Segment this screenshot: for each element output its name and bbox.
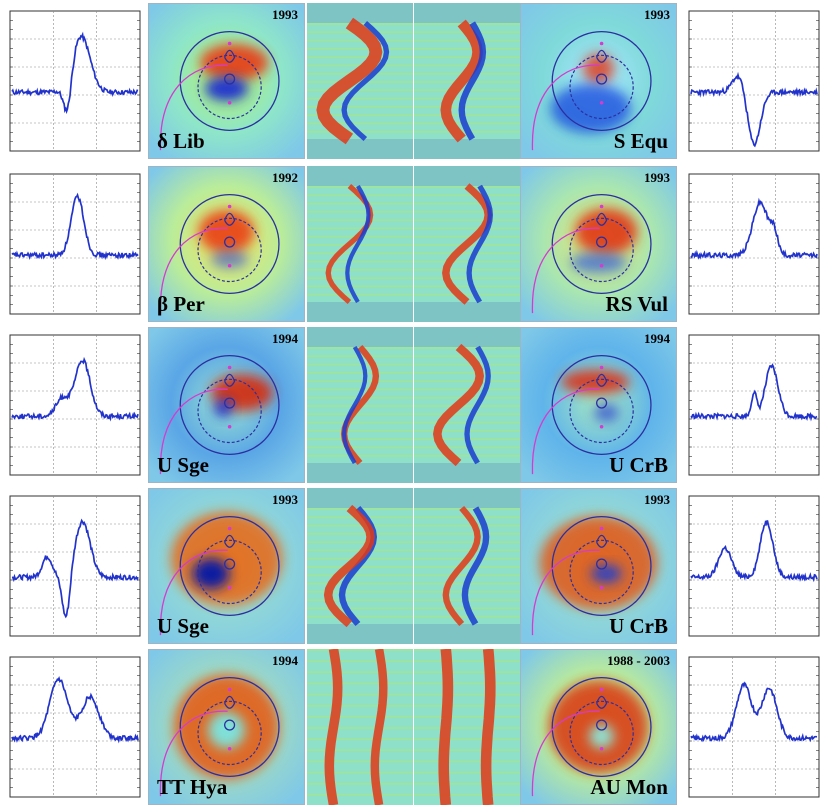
right-doppler-map-2: 1993 RS Vul [520,166,677,322]
right-profile-plot-2 [688,173,820,315]
right-doppler-map-5: 1988 - 2003 AU Mon [520,649,677,805]
right-profile-plot-1 [688,10,820,152]
right-trail-5 [414,649,520,805]
left-doppler-map-2: 1992 β Per [148,166,305,322]
right-trailed-spectrum-2 [414,166,520,322]
right-doppler-map-1: 1993 S Equ [520,3,677,159]
left-doppler-map-4: 1993 U Sge [148,488,305,644]
right-line-profile-1 [683,3,823,159]
right-profile-plot-4 [688,495,820,637]
left-trailed-spectrum-1 [307,3,413,159]
left-trail-1 [307,3,413,159]
left-map-1 [149,4,304,158]
left-map-2 [149,167,304,321]
right-doppler-map-4: 1993 U CrB [520,488,677,644]
left-profile-plot-1 [9,10,141,152]
right-map-2 [521,167,676,321]
left-trail-4 [307,488,413,644]
right-trail-2 [414,166,520,322]
right-map-1 [521,4,676,158]
right-profile-plot-3 [688,334,820,476]
left-doppler-map-5: 1994 TT Hya [148,649,305,805]
right-map-4 [521,489,676,643]
left-trail-3 [307,327,413,483]
left-line-profile-4 [4,488,144,644]
left-doppler-map-3: 1994 U Sge [148,327,305,483]
left-profile-plot-4 [9,495,141,637]
left-map-4 [149,489,304,643]
left-line-profile-1 [4,3,144,159]
right-line-profile-4 [683,488,823,644]
left-profile-plot-3 [9,334,141,476]
left-profile-plot-2 [9,173,141,315]
right-profile-plot-5 [688,656,820,798]
right-line-profile-3 [683,327,823,483]
left-line-profile-2 [4,166,144,322]
right-line-profile-5 [683,649,823,805]
right-trail-3 [414,327,520,483]
left-doppler-map-1: 1993 δ Lib [148,3,305,159]
right-trail-1 [414,3,520,159]
right-line-profile-2 [683,166,823,322]
right-map-5 [521,650,676,804]
left-trail-5 [307,649,413,805]
right-trail-4 [414,488,520,644]
left-trailed-spectrum-2 [307,166,413,322]
right-map-3 [521,328,676,482]
left-line-profile-5 [4,649,144,805]
left-trailed-spectrum-5 [307,649,413,805]
left-line-profile-3 [4,327,144,483]
right-trailed-spectrum-3 [414,327,520,483]
right-doppler-map-3: 1994 U CrB [520,327,677,483]
right-trailed-spectrum-1 [414,3,520,159]
right-trailed-spectrum-4 [414,488,520,644]
right-trailed-spectrum-5 [414,649,520,805]
left-trail-2 [307,166,413,322]
left-trailed-spectrum-3 [307,327,413,483]
left-trailed-spectrum-4 [307,488,413,644]
left-map-5 [149,650,304,804]
left-profile-plot-5 [9,656,141,798]
left-map-3 [149,328,304,482]
